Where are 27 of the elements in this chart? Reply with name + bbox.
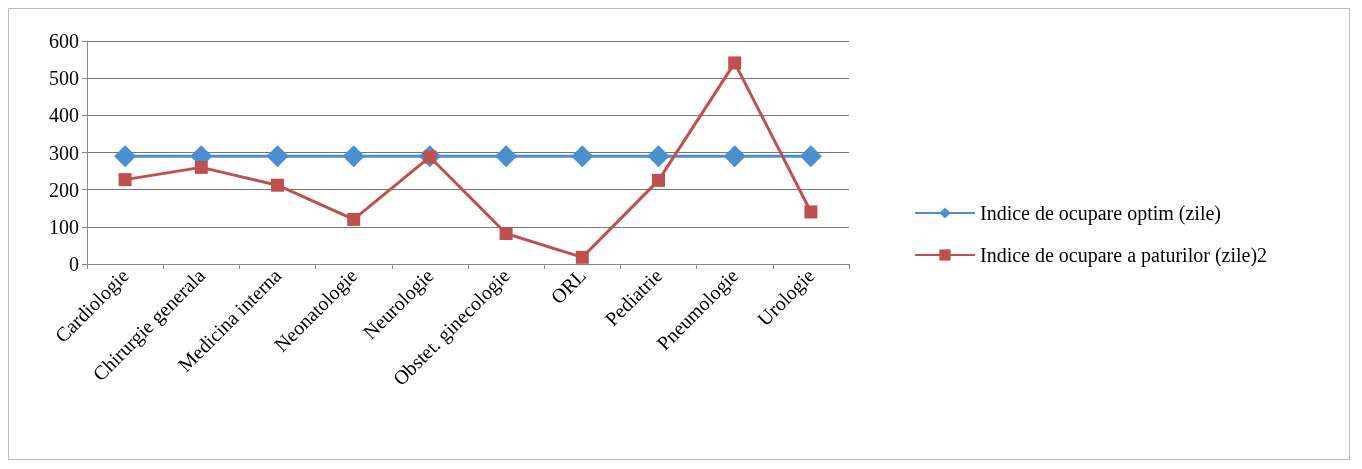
y-tick-label: 600: [49, 30, 79, 52]
point: [575, 250, 589, 264]
point: [804, 205, 818, 219]
point: [499, 227, 513, 241]
point: [118, 173, 132, 187]
y-tick-label: 500: [49, 67, 79, 90]
y-tick-label: 0: [69, 253, 79, 275]
y-tick-label: 400: [49, 104, 79, 127]
legend-label: Indice de ocupare a paturilor (zile)2: [980, 244, 1268, 267]
point: [114, 145, 137, 168]
point: [652, 173, 665, 187]
x-tick-label: ORL: [546, 264, 591, 309]
point: [571, 145, 594, 168]
point: [194, 160, 208, 174]
point: [647, 145, 670, 168]
point: [271, 178, 284, 192]
y-tick-label: 300: [49, 141, 79, 164]
point: [347, 212, 361, 226]
point: [495, 145, 518, 168]
point: [342, 145, 365, 168]
point: [266, 145, 289, 168]
point: [728, 56, 742, 70]
y-tick-label: 200: [49, 178, 79, 201]
y-tick-label: 100: [49, 215, 79, 238]
point: [723, 145, 746, 168]
legend-label: Indice de ocupare optim (zile): [980, 202, 1221, 225]
point: [799, 145, 822, 168]
